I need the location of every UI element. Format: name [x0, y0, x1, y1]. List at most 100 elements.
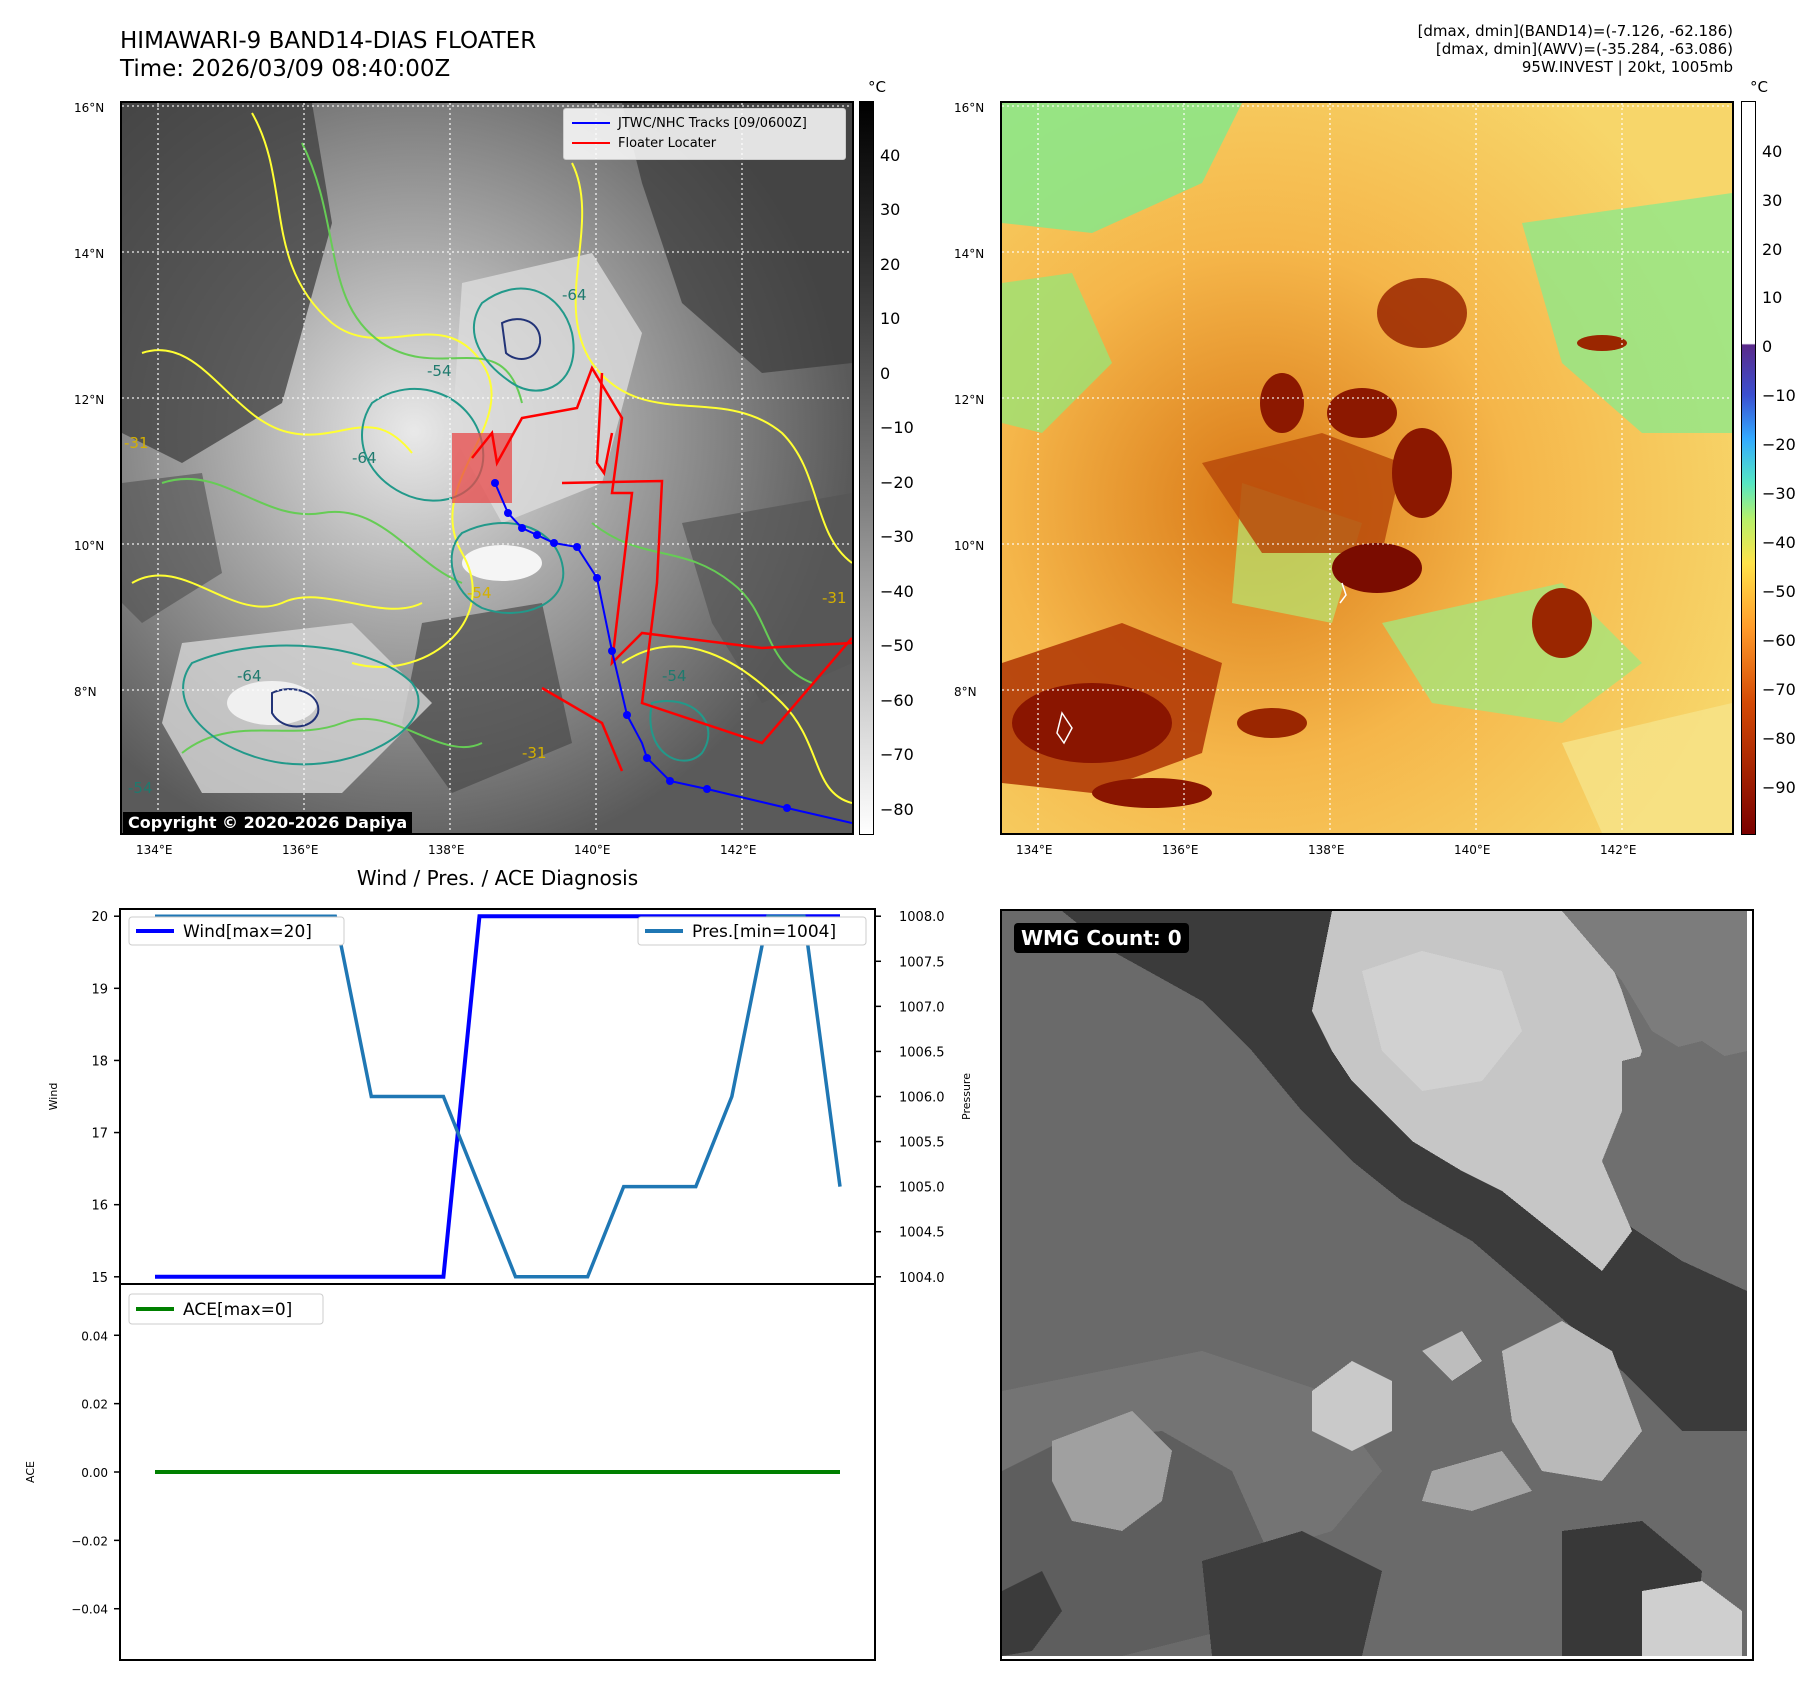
contour-label: -64	[237, 667, 262, 685]
pressure-y-tick-label: 1006.0	[899, 1091, 945, 1106]
pressure-y-tick-label: 1007.5	[899, 955, 945, 970]
island-outline	[1339, 582, 1347, 604]
colorbar-left	[859, 101, 874, 835]
contour-label: -31	[522, 744, 547, 762]
ace-legend: ACE[max=0]	[128, 1293, 324, 1325]
ace-y-tick-label: 0.04	[81, 1329, 108, 1343]
track-point	[533, 531, 541, 539]
pressure-y-tick-label: 1004.0	[899, 1271, 945, 1286]
lon-tick: 142°E	[1600, 843, 1637, 857]
wind-y-tick-label: 17	[91, 1127, 108, 1142]
colorbar-tick: 0	[880, 364, 891, 383]
pressure-legend-label: Pres.[min=1004]	[692, 922, 836, 942]
colorbar-tick: −10	[1762, 386, 1796, 405]
colorbar-tick: 20	[1762, 240, 1783, 259]
dmax-dmin-awv: [dmax, dmin](AWV)=(-35.284, -63.086)	[1435, 40, 1733, 58]
track-point	[608, 647, 616, 655]
lon-tick: 140°E	[574, 843, 611, 857]
copyright-badge: Copyright © 2020-2026 Dapiya	[123, 812, 413, 833]
legend-label: JTWC/NHC Tracks [09/0600Z]	[618, 115, 807, 131]
colorbar-tick: 20	[880, 255, 901, 274]
legend-entry-floater: Floater Locater	[572, 133, 837, 153]
diagnosis-title: Wind / Pres. / ACE Diagnosis	[356, 866, 639, 890]
lat-tick: 16°N	[954, 101, 985, 115]
awv-map-canvas	[1002, 103, 1732, 833]
colorbar-tick: −30	[1762, 484, 1796, 503]
track-point	[593, 574, 601, 582]
colorbar-tick: −70	[1762, 680, 1796, 699]
colorbar-tick: 10	[880, 309, 901, 328]
track-point	[783, 804, 791, 812]
floater-locater-line	[561, 479, 852, 745]
figure-title: HIMAWARI-9 BAND14-DIAS FLOATER	[120, 28, 537, 54]
wind-legend-box	[128, 916, 345, 946]
colorbar-tick: 40	[880, 146, 901, 165]
colorbar-tick: 40	[1762, 142, 1783, 161]
contour-label: -64	[562, 286, 587, 304]
ir-map-canvas: -54 -64 -64 -64 -54 -54 -31 -31 -31 -54	[122, 103, 852, 833]
track-point	[518, 524, 526, 532]
pressure-legend-box	[637, 916, 867, 946]
island-outline	[1056, 711, 1073, 745]
colorbar-tick: −40	[880, 582, 914, 601]
ace-axis-label: ACE	[24, 1461, 37, 1483]
colorbar-tick: −30	[880, 527, 914, 546]
colorbar-tick: 10	[1762, 288, 1783, 307]
lon-tick: 138°E	[428, 843, 465, 857]
pressure-y-tick-label: 1006.5	[899, 1045, 945, 1060]
colorbar-unit: °C	[1750, 78, 1768, 96]
colorbar-right	[1741, 101, 1756, 835]
legend-label: Floater Locater	[618, 135, 717, 151]
ir-satellite-map: -54 -64 -64 -64 -54 -54 -31 -31 -31 -54	[120, 101, 854, 835]
contour-label: -31	[822, 589, 847, 607]
lat-tick: 12°N	[954, 393, 985, 407]
pressure-y-tick-label: 1004.5	[899, 1226, 945, 1241]
contour-label: -54	[427, 362, 452, 380]
ace-y-tick-label: −0.02	[71, 1534, 108, 1548]
colorbar-tick: −60	[880, 691, 914, 710]
pressure-y-tick-label: 1005.5	[899, 1136, 945, 1151]
track-point	[643, 754, 651, 762]
wind-y-tick-label: 16	[91, 1199, 108, 1214]
colorbar-tick: −20	[1762, 435, 1796, 454]
wind-y-tick-label: 15	[91, 1271, 108, 1286]
colorbar-tick: −50	[1762, 582, 1796, 601]
colorbar-tick: −70	[880, 745, 914, 764]
contour-label: -54	[128, 779, 153, 797]
contour-label: -64	[352, 449, 377, 467]
awv-satellite-map	[1000, 101, 1734, 835]
floater-locater-line	[541, 686, 624, 772]
lat-tick: 10°N	[954, 539, 985, 553]
pressure-legend: Pres.[min=1004]	[637, 916, 867, 946]
colorbar-unit: °C	[868, 78, 886, 96]
contour-label: -54	[662, 667, 687, 685]
track-point	[573, 543, 581, 551]
colorbar-tick: −10	[880, 418, 914, 437]
track-point	[504, 509, 512, 517]
track-point	[491, 479, 499, 487]
lon-tick: 136°E	[1162, 843, 1199, 857]
lat-tick: 8°N	[954, 685, 977, 699]
track-point	[703, 785, 711, 793]
colorbar-tick: 30	[880, 200, 901, 219]
colorbar-tick: −90	[1762, 778, 1796, 797]
ace-legend-label: ACE[max=0]	[183, 1300, 292, 1320]
lon-tick: 136°E	[282, 843, 319, 857]
legend-swatch	[572, 122, 610, 124]
lon-tick: 134°E	[136, 843, 173, 857]
wind-axis-label: Wind	[47, 1083, 60, 1111]
pressure-y-tick-label: 1007.0	[899, 1000, 945, 1015]
dmax-dmin-band14: [dmax, dmin](BAND14)=(-7.126, -62.186)	[1417, 22, 1733, 40]
lat-tick: 14°N	[74, 247, 105, 261]
colorbar-tick: −50	[880, 636, 914, 655]
storm-info: 95W.INVEST | 20kt, 1005mb	[1521, 58, 1733, 76]
pressure-y-tick-label: 1005.0	[899, 1181, 945, 1196]
lon-tick: 142°E	[720, 843, 757, 857]
colorbar-tick: 0	[1762, 337, 1773, 356]
lon-tick: 138°E	[1308, 843, 1345, 857]
track-point	[666, 777, 674, 785]
wmg-count-badge: WMG Count: 0	[1014, 923, 1189, 953]
pressure-y-tick-label: 1008.0	[899, 910, 945, 925]
wind-legend: Wind[max=20]	[128, 916, 345, 946]
ace-y-tick-label: 0.00	[81, 1466, 108, 1480]
